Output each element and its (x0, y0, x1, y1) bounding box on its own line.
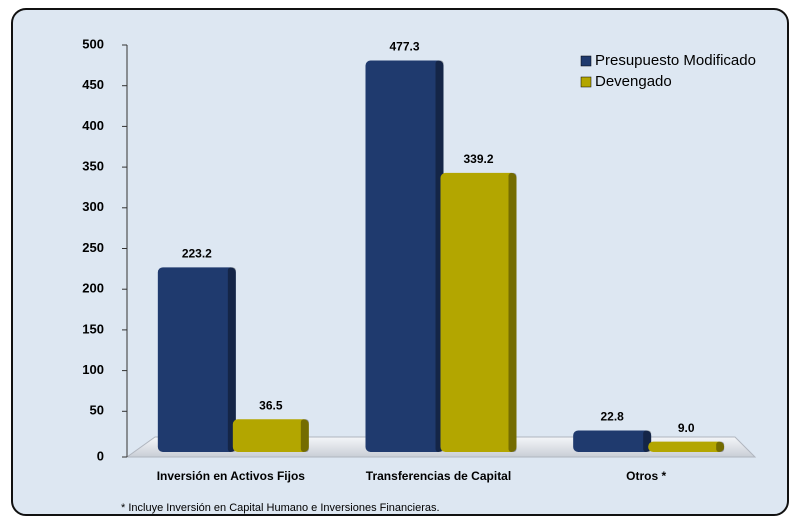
value-label: 22.8 (600, 410, 624, 424)
value-label: 223.2 (182, 246, 212, 260)
x-tick-label: Inversión en Activos Fijos (157, 469, 306, 483)
bar-side (227, 267, 236, 452)
y-tick-label: 100 (82, 362, 104, 377)
y-tick-label: 150 (82, 321, 104, 336)
bar-side (508, 172, 517, 452)
y-tick-label: 200 (82, 281, 104, 296)
legend-swatch (580, 76, 592, 88)
value-label: 477.3 (389, 40, 419, 54)
y-tick-label: 400 (82, 118, 104, 133)
bar-side (300, 419, 309, 452)
value-label: 36.5 (259, 398, 283, 412)
value-label: 9.0 (678, 421, 695, 435)
bar (157, 267, 236, 452)
bar (573, 430, 652, 452)
y-tick-label: 50 (90, 403, 104, 418)
bar (440, 172, 517, 452)
legend-swatch (580, 55, 592, 67)
y-tick-label: 350 (82, 159, 104, 174)
y-tick-label: 300 (82, 199, 104, 214)
y-tick-label: 450 (82, 77, 104, 92)
bar (648, 441, 725, 452)
footnote: * Incluye Inversión en Capital Humano e … (121, 502, 440, 514)
legend-label: Devengado (595, 73, 672, 90)
x-tick-label: Otros * (626, 469, 666, 483)
bar-side (716, 441, 725, 452)
bar (232, 419, 309, 452)
value-label: 339.2 (463, 152, 493, 166)
bar (365, 60, 444, 453)
x-tick-label: Transferencias de Capital (366, 469, 511, 483)
y-tick-label: 0 (97, 448, 104, 463)
legend-label: Presupuesto Modificado (595, 52, 756, 69)
y-tick-label: 250 (82, 240, 104, 255)
y-tick-label: 500 (82, 36, 104, 51)
